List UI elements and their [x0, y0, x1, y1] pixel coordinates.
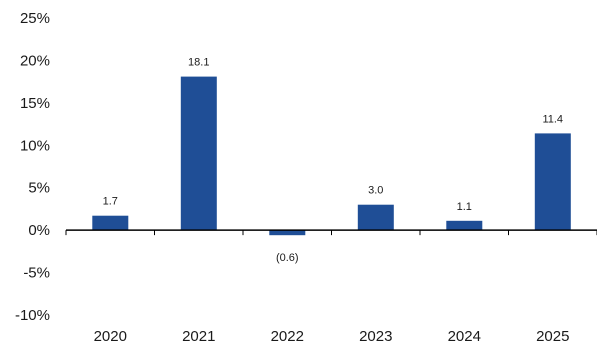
y-tick-label: 5% [28, 180, 50, 197]
x-tick-label: 2021 [182, 328, 215, 345]
bar-2023 [357, 204, 394, 231]
x-tick-label: 2025 [536, 328, 569, 345]
bar-2022 [269, 230, 306, 236]
data-label: 18.1 [188, 57, 209, 69]
bar-2021 [180, 76, 217, 231]
bar-2020 [92, 215, 129, 231]
y-tick-label: 20% [20, 52, 50, 69]
y-tick-label: 25% [20, 10, 50, 27]
category-labels-group: 2020 2021 2022 2023 2024 2025 [94, 328, 570, 345]
data-label: 1.7 [103, 196, 118, 208]
data-label: 3.0 [368, 185, 383, 197]
x-tick-label: 2024 [448, 328, 481, 345]
bars-group [92, 76, 571, 236]
data-label: (0.6) [276, 252, 299, 264]
x-tick-label: 2020 [94, 328, 127, 345]
y-tick-label: -10% [15, 307, 50, 324]
y-tick-label: 10% [20, 137, 50, 154]
x-axis [65, 229, 597, 236]
x-tick-label: 2022 [271, 328, 304, 345]
y-tick-label: 0% [28, 222, 50, 239]
x-tick-label: 2023 [359, 328, 392, 345]
y-axis: -10% -5% 0% 5% 10% 15% 20% 25% [15, 10, 50, 324]
bar-2024 [446, 220, 483, 231]
data-labels-group: 1.7 18.1 (0.6) 3.0 1.1 11.4 [103, 57, 563, 265]
y-tick-label: -5% [23, 265, 50, 282]
bar-2025 [534, 133, 571, 231]
data-label: 11.4 [542, 113, 563, 125]
y-tick-label: 15% [20, 95, 50, 112]
data-label: 1.1 [457, 201, 472, 213]
